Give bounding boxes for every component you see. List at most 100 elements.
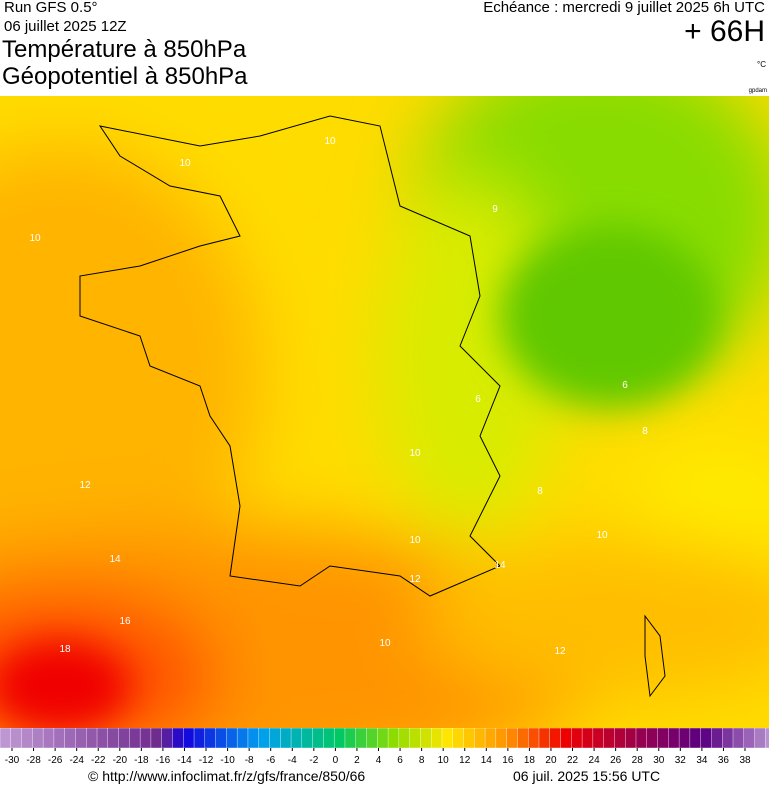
colorbar-label: -2 bbox=[309, 755, 318, 766]
colorbar-swatch bbox=[193, 728, 206, 749]
colorbar-label: 0 bbox=[333, 755, 339, 766]
colorbar-label: -30 bbox=[5, 755, 20, 766]
colorbar-swatch bbox=[355, 728, 368, 749]
colorbar-swatch bbox=[732, 728, 745, 749]
coastline bbox=[644, 614, 666, 698]
colorbar-swatch bbox=[420, 728, 432, 749]
colorbar-swatch bbox=[635, 728, 648, 749]
colorbar-label: 12 bbox=[459, 755, 471, 766]
colorbar-label: -22 bbox=[91, 755, 106, 766]
colorbar-label: 34 bbox=[696, 755, 708, 766]
colorbar-swatch bbox=[538, 728, 551, 749]
colorbar-swatch bbox=[215, 728, 228, 749]
contour-label: 6 bbox=[622, 380, 628, 391]
title: Température à 850hPa bbox=[2, 36, 247, 63]
colorbar-label: 16 bbox=[502, 755, 514, 766]
forecast: Echéance : mercredi 9 juillet 2025 6h UT… bbox=[483, 0, 765, 16]
colorbar-swatch bbox=[96, 728, 109, 749]
colorbar-label: 24 bbox=[589, 755, 601, 766]
colorbar-swatch bbox=[452, 728, 465, 749]
colorbar-swatch bbox=[86, 728, 98, 749]
run: Run GFS 0.5° bbox=[4, 0, 98, 16]
coastline bbox=[79, 115, 501, 597]
url: © http://www.infoclimat.fr/z/gfs/france/… bbox=[88, 768, 366, 784]
colorbar-label: 22 bbox=[567, 755, 579, 766]
colorbar-swatch bbox=[42, 728, 55, 749]
colorbar-swatch bbox=[517, 728, 529, 749]
colorbar-label: 8 bbox=[419, 755, 425, 766]
colorbar-swatch bbox=[430, 728, 443, 749]
field bbox=[0, 226, 720, 728]
colorbar-swatch bbox=[678, 728, 691, 749]
colorbar-swatch bbox=[571, 728, 583, 749]
colorbar-swatch bbox=[129, 728, 141, 749]
colorbar-swatch bbox=[172, 728, 184, 749]
colorbar-label: 6 bbox=[397, 755, 403, 766]
colorbar-label: -18 bbox=[134, 755, 149, 766]
colorbar-swatch bbox=[247, 728, 260, 749]
colorbar-swatch bbox=[689, 728, 702, 749]
contour-label: 12 bbox=[554, 646, 566, 657]
colorbar-swatch bbox=[204, 728, 217, 749]
colorbar-label: 20 bbox=[545, 755, 557, 766]
colorbar-swatch bbox=[506, 728, 519, 749]
contour-label: 14 bbox=[494, 560, 506, 571]
colorbar-swatch bbox=[290, 728, 303, 749]
colorbar-swatch bbox=[711, 728, 723, 749]
unit: °C bbox=[757, 60, 766, 69]
colorbar-label: -4 bbox=[288, 755, 297, 766]
colorbar-swatch bbox=[398, 728, 411, 749]
colorbar-swatch bbox=[646, 728, 659, 749]
contour-label: 16 bbox=[119, 616, 131, 627]
colorbar-swatch bbox=[75, 728, 87, 749]
colorbar-swatch bbox=[118, 728, 131, 749]
run-date: 06 juillet 2025 12Z bbox=[4, 18, 127, 35]
colorbar-swatch bbox=[32, 728, 44, 749]
colorbar-label: -12 bbox=[199, 755, 214, 766]
colorbar-swatch bbox=[765, 728, 769, 749]
colorbar-swatch bbox=[560, 728, 573, 749]
colorbar-label: 32 bbox=[675, 755, 687, 766]
colorbar-swatch bbox=[258, 728, 271, 749]
colorbar-swatch bbox=[21, 728, 34, 749]
colorbar-label: 4 bbox=[376, 755, 382, 766]
colorbar-swatch bbox=[0, 728, 12, 749]
colorbar-swatch bbox=[269, 728, 281, 749]
colorbar-swatch bbox=[603, 728, 616, 749]
colorbar-swatch bbox=[592, 728, 605, 749]
contour-label: 10 bbox=[29, 233, 41, 244]
contour-label: 14 bbox=[109, 554, 121, 565]
colorbar-label: -14 bbox=[177, 755, 192, 766]
colorbar-swatch bbox=[549, 728, 562, 749]
colorbar-swatch bbox=[668, 728, 680, 749]
colorbar-swatch bbox=[226, 728, 238, 749]
colorbar-swatch bbox=[139, 728, 152, 749]
colorbar-swatch bbox=[377, 728, 389, 749]
colorbar-swatch bbox=[161, 728, 174, 749]
colorbar-swatch bbox=[700, 728, 713, 749]
colorbar-label: 2 bbox=[354, 755, 360, 766]
colorbar-label: -24 bbox=[69, 755, 84, 766]
colorbar-swatch bbox=[474, 728, 486, 749]
title: Géopotentiel à 850hPa bbox=[2, 63, 248, 90]
colorbar-swatch bbox=[722, 728, 734, 749]
colorbar-swatch bbox=[387, 728, 400, 749]
colorbar-label: 26 bbox=[610, 755, 622, 766]
colorbar-label: -20 bbox=[113, 755, 128, 766]
colorbar-swatch bbox=[10, 728, 23, 749]
colorbar-swatch bbox=[280, 728, 292, 749]
contour-label: 10 bbox=[409, 448, 421, 459]
colorbar-label: 18 bbox=[524, 755, 536, 766]
contour-label: 10 bbox=[179, 158, 191, 169]
contour-label: 12 bbox=[409, 574, 421, 585]
contour-label: 10 bbox=[324, 136, 336, 147]
contour-label: 18 bbox=[59, 644, 71, 655]
colorbar-swatch bbox=[366, 728, 378, 749]
contour-label: 9 bbox=[492, 204, 498, 215]
colorbar-swatch bbox=[581, 728, 594, 749]
colorbar-label: -6 bbox=[266, 755, 275, 766]
contour-label: 12 bbox=[79, 480, 91, 491]
colorbar-swatch bbox=[409, 728, 422, 749]
colorbar-swatch bbox=[64, 728, 77, 749]
